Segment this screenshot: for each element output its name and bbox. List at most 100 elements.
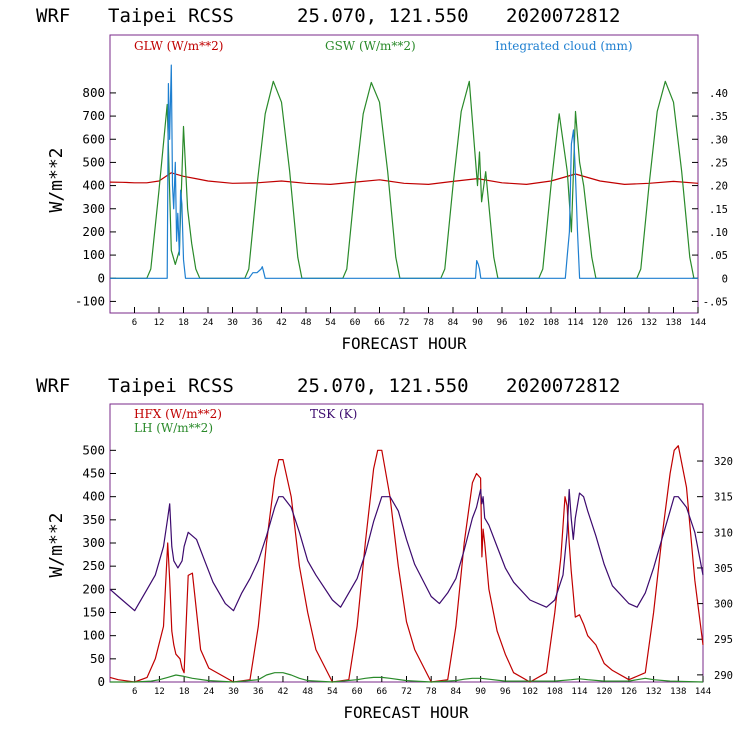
header-model: WRF [36,375,70,397]
legend-glw: GLW (W/m**2) [134,39,223,53]
y-tick-label: 500 [82,442,105,457]
x-tick-label: 144 [695,687,711,697]
y-tick-label: 100 [82,628,105,643]
x-tick-label: 24 [203,318,214,328]
header-coords: 25.070, 121.550 [297,375,469,397]
right-tick-label: .30 [709,134,728,146]
y-tick-label: 350 [82,512,105,527]
right-tick-label: .15 [709,204,728,216]
series-line-lh [110,672,704,683]
y-tick-label: 200 [82,581,105,596]
x-tick-label: 120 [596,687,612,697]
y-tick-label: 250 [82,558,105,573]
series-line-tsk [109,488,704,612]
y-tick-label: 500 [82,154,105,169]
series-line-glw [109,172,699,185]
x-tick-label: 12 [154,318,165,328]
x-tick-label: 18 [179,687,190,697]
x-tick-label: 108 [547,687,563,697]
series-line-integrated [110,64,698,279]
x-tick-label: 42 [276,318,287,328]
right-tick-label: 300 [714,599,733,611]
x-tick-label: 138 [670,687,686,697]
y-tick-label: 200 [82,224,105,239]
y-tick-label: 300 [82,535,105,550]
right-tick-label: 305 [714,563,733,575]
x-tick-label: 66 [376,687,387,697]
right-tick-label: .10 [709,227,728,239]
right-axis-ticks: 290 295 300 305 310 315 320 [697,456,733,682]
right-tick-label: 315 [714,492,733,504]
x-axis-label: FORECAST HOUR [343,703,469,722]
x-tick-label: 144 [690,318,706,328]
x-tick-label: 60 [352,687,363,697]
y-tick-label: 50 [90,651,105,666]
y-tick-label: -100 [75,293,105,308]
x-axis-label: FORECAST HOUR [341,334,467,353]
x-tick-label: 72 [399,318,410,328]
x-tick-label: 66 [374,318,385,328]
y-tick-label: 700 [82,108,105,123]
x-tick-label: 54 [325,318,336,328]
x-tick-label: 30 [227,318,238,328]
x-tick-label: 90 [475,687,486,697]
panel-top: WRF Taipei RCSS 25.070, 121.550 20200728… [36,5,728,353]
x-tick-label: 108 [543,318,559,328]
x-tick-label: 6 [132,687,137,697]
x-tick-label: 114 [567,318,583,328]
right-tick-label: 310 [714,527,733,539]
right-tick-label: 320 [714,456,733,468]
header-station: Taipei RCSS [108,5,234,27]
right-tick-label: 295 [714,634,733,646]
x-tick-label: 138 [665,318,681,328]
y-tick-label: 400 [82,178,105,193]
x-tick-label: 96 [500,687,511,697]
x-tick-label: 126 [616,318,632,328]
header-coords: 25.070, 121.550 [297,5,469,27]
legend-gsw: GSW (W/m**2) [325,39,416,53]
y-axis-ticks: -100 0 100 200 300 400 500 600 700 800 [75,85,116,308]
x-tick-label: 12 [154,687,165,697]
panel-bottom: WRF Taipei RCSS 25.070, 121.550 20200728… [36,375,733,722]
y-tick-label: 150 [82,605,105,620]
legend-hfx: HFX (W/m**2) [134,407,222,421]
plot-frame [109,34,699,314]
x-tick-label: 126 [621,687,637,697]
y-axis-ticks: 0 50 100 150 200 250 300 350 400 450 500 [82,442,116,689]
right-tick-label: .35 [709,111,728,123]
legend-cloud: Integrated cloud (mm) [495,39,633,53]
x-tick-label: 48 [301,318,312,328]
x-tick-label: 96 [497,318,508,328]
y-tick-label: 450 [82,466,105,481]
x-tick-label: 132 [645,687,661,697]
x-tick-label: 132 [641,318,657,328]
y-tick-label: 0 [97,270,105,285]
y-tick-label: 100 [82,247,105,262]
x-axis-ticks: 6 12 18 24 30 36 42 48 54 60 66 72 78 84 90 96 102 108 114… [132,676,711,697]
x-tick-label: 36 [252,318,263,328]
right-tick-label: .20 [709,181,728,193]
header-model: WRF [36,5,70,27]
x-tick-label: 6 [132,318,137,328]
y-axis-label: W/m**2 [46,147,67,212]
plot-frame [109,403,704,683]
x-tick-label: 54 [327,687,338,697]
legend-lh: LH (W/m**2) [134,421,213,435]
right-axis-ticks: -.05 0 .05 .10 .15 .20 .25 .30 .35 .40 [692,88,728,308]
x-tick-label: 114 [571,687,587,697]
x-tick-label: 72 [401,687,412,697]
y-tick-label: 800 [82,85,105,100]
right-tick-label: .40 [709,88,728,100]
header-init: 2020072812 [506,375,620,397]
x-tick-label: 102 [518,318,534,328]
y-tick-label: 400 [82,489,105,504]
x-tick-label: 42 [278,687,289,697]
x-tick-label: 120 [592,318,608,328]
header-init: 2020072812 [506,5,620,27]
series-line-hfx [109,445,704,683]
right-tick-label: 0 [722,273,728,285]
x-tick-label: 84 [448,318,459,328]
x-tick-label: 102 [522,687,538,697]
x-tick-label: 84 [450,687,461,697]
